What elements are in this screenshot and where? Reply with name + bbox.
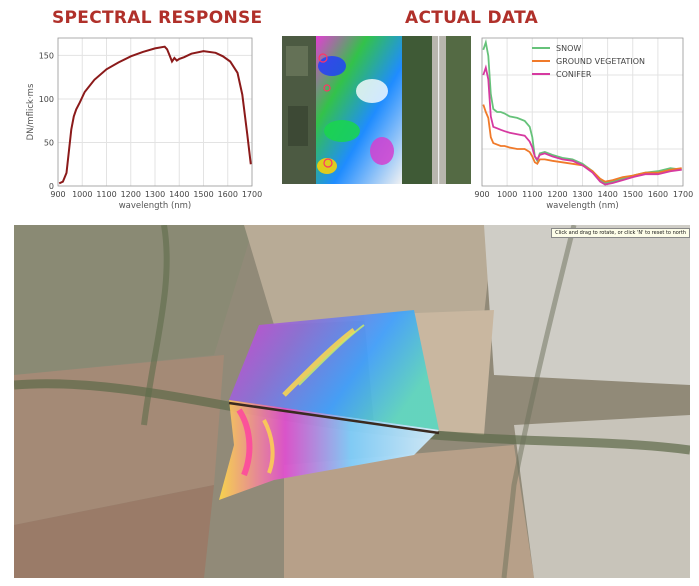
spectral-response-line [58,45,252,185]
x-tick-label: 1300 [572,190,592,199]
actual-data-title: ACTUAL DATA [405,8,539,28]
x-tick-label: 1400 [169,190,189,199]
x-tick-label: 1600 [648,190,668,199]
plot-frame [481,37,684,187]
x-tick-label: 1400 [597,190,617,199]
x-tick-label: 1600 [218,190,238,199]
terrain-with-overlay [14,225,690,578]
legend-label: CONIFER [556,70,592,79]
x-tick-label: 900 [50,190,65,199]
map-3d-view[interactable]: Click and drag to rotate, or click 'N' t… [14,225,690,578]
x-tick-label: 1300 [145,190,165,199]
legend-label: SNOW [556,44,581,53]
x-tick-label: 1500 [193,190,213,199]
actual-data-chart: 900 1000 1100 1200 1300 1400 1500 1600 1700 SNOW G… [474,37,693,211]
x-tick-label: 1500 [623,190,643,199]
hyperspectral-image [282,36,471,184]
x-tick-label: 1100 [96,190,116,199]
y-tick-label: 100 [39,95,54,104]
x-tick-label: 1700 [242,190,262,199]
y-tick-label: 0 [49,182,54,191]
spectral-response-chart: 900 1000 1100 1200 1300 1400 1500 1600 1700 0 50 10… [26,37,262,211]
x-axis-label: wavelength (nm) [119,201,192,211]
x-tick-label: 1200 [547,190,567,199]
x-tick-label: 1100 [522,190,542,199]
series-line-snow [482,38,682,184]
x-tick-label: 1000 [72,190,92,199]
x-tick-label: 1000 [497,190,517,199]
spectral-response-title: SPECTRAL RESPONSE [52,8,263,28]
y-tick-label: 50 [44,138,54,147]
y-axis-label: DN/mflick·ms [26,83,36,140]
legend-label: GROUND VEGETATION [556,57,645,66]
plot-frame [57,37,253,187]
x-axis-label: wavelength (nm) [546,201,619,211]
series-line-conifer [482,64,682,186]
series-line-ground-vegetation [482,104,682,183]
x-tick-label: 1200 [121,190,141,199]
map-tooltip: Click and drag to rotate, or click 'N' t… [551,228,690,238]
x-tick-label: 900 [474,190,489,199]
x-tick-label: 1700 [673,190,693,199]
y-tick-label: 150 [39,51,54,60]
